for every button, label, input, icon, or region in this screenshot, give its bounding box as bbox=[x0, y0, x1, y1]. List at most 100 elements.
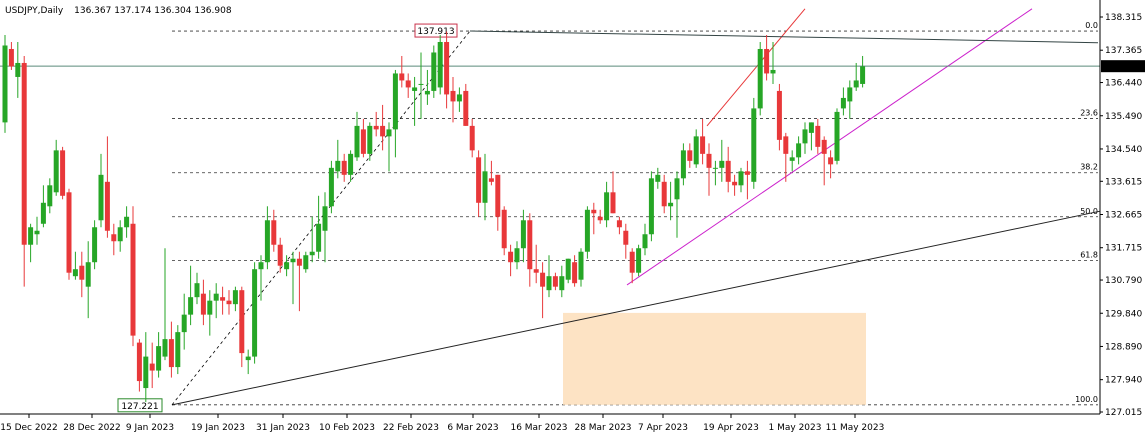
trendlines[interactable]: 136.908 bbox=[0, 8, 1145, 406]
candle-body bbox=[540, 272, 546, 287]
candle bbox=[482, 153, 488, 221]
candle-body bbox=[853, 80, 859, 88]
candle-body bbox=[821, 139, 827, 154]
candle-body bbox=[98, 174, 104, 221]
candle-body bbox=[527, 220, 533, 270]
candle-body bbox=[431, 52, 437, 91]
candle-body bbox=[124, 216, 130, 228]
candle-body bbox=[437, 41, 443, 88]
candle-body bbox=[181, 314, 187, 333]
price-tick-label: 133.615 bbox=[1105, 177, 1142, 187]
time-tick-label: 6 Mar 2023 bbox=[447, 423, 498, 433]
candle-body bbox=[341, 160, 347, 175]
candle bbox=[284, 255, 290, 277]
current-price-tag bbox=[1101, 60, 1145, 73]
candle bbox=[738, 167, 744, 193]
candle bbox=[828, 150, 834, 179]
candle-body bbox=[380, 125, 386, 137]
candle bbox=[764, 35, 770, 81]
candle-body bbox=[335, 160, 341, 172]
trendline-magenta bbox=[626, 8, 1033, 286]
price-tick-label: 127.940 bbox=[1105, 376, 1142, 386]
candle-body bbox=[412, 87, 418, 91]
candle-body bbox=[386, 129, 392, 137]
candle-body bbox=[764, 48, 770, 74]
candles bbox=[2, 31, 866, 403]
candle bbox=[162, 248, 168, 361]
candle bbox=[860, 55, 866, 88]
candle-body bbox=[520, 220, 526, 249]
candle-body bbox=[565, 258, 571, 280]
candle-body bbox=[53, 150, 59, 193]
candle bbox=[207, 290, 213, 336]
candle bbox=[53, 139, 59, 196]
current-price-label: 136.908 bbox=[1105, 62, 1142, 72]
price-tick-label: 129.840 bbox=[1105, 309, 1142, 319]
candle bbox=[2, 35, 8, 133]
candle bbox=[437, 35, 443, 95]
candle-body bbox=[162, 339, 168, 357]
candle bbox=[72, 251, 78, 280]
candle-body bbox=[860, 66, 866, 84]
candle-body bbox=[360, 129, 366, 154]
candle-body bbox=[156, 346, 162, 371]
candle bbox=[450, 76, 456, 123]
candle bbox=[616, 216, 622, 235]
candle-body bbox=[501, 209, 507, 249]
demand-zone[interactable] bbox=[563, 312, 866, 405]
price-tick-label: 134.540 bbox=[1105, 145, 1142, 155]
candle-body bbox=[72, 269, 78, 277]
candle bbox=[85, 241, 91, 319]
price-tick-label: 138.315 bbox=[1105, 13, 1142, 23]
candle-body bbox=[79, 265, 85, 280]
candle bbox=[552, 272, 558, 291]
time-tick-label: 19 Apr 2023 bbox=[703, 423, 759, 433]
candle bbox=[316, 195, 322, 259]
candle-body bbox=[559, 276, 565, 291]
candle-body bbox=[232, 290, 238, 305]
time-tick-label: 28 Dec 2022 bbox=[63, 423, 121, 433]
candle bbox=[853, 62, 859, 91]
candle bbox=[802, 122, 808, 154]
candle bbox=[648, 171, 654, 242]
candle-body bbox=[284, 262, 290, 270]
candle-body bbox=[328, 167, 334, 207]
candle-body bbox=[789, 157, 795, 161]
candle bbox=[226, 290, 232, 315]
candle-body bbox=[469, 125, 475, 151]
candle-body bbox=[322, 206, 328, 231]
candle bbox=[834, 108, 840, 165]
candle bbox=[220, 286, 226, 315]
candle bbox=[808, 122, 814, 151]
candle bbox=[341, 153, 347, 182]
candle bbox=[508, 244, 514, 277]
price-tick-label: 128.890 bbox=[1105, 342, 1142, 352]
candle bbox=[700, 118, 706, 165]
candle bbox=[412, 76, 418, 126]
candle-body bbox=[847, 87, 853, 102]
candle bbox=[693, 129, 699, 168]
candle-body bbox=[488, 178, 494, 182]
time-tick-label: 7 Apr 2023 bbox=[638, 423, 688, 433]
candle bbox=[840, 87, 846, 116]
candle bbox=[290, 251, 296, 305]
candle bbox=[373, 111, 379, 137]
candle bbox=[168, 321, 174, 378]
candle bbox=[124, 206, 130, 238]
candle bbox=[239, 286, 245, 368]
candle bbox=[149, 342, 155, 389]
candle-body bbox=[8, 48, 14, 67]
candle-body bbox=[194, 283, 200, 298]
candle bbox=[533, 244, 539, 284]
candle bbox=[405, 73, 411, 98]
candle-body bbox=[674, 178, 680, 200]
candle bbox=[360, 118, 366, 158]
candle-body bbox=[245, 356, 251, 361]
candle bbox=[386, 122, 392, 172]
candle-body bbox=[616, 220, 622, 228]
candle bbox=[591, 202, 597, 235]
candle bbox=[181, 293, 187, 350]
